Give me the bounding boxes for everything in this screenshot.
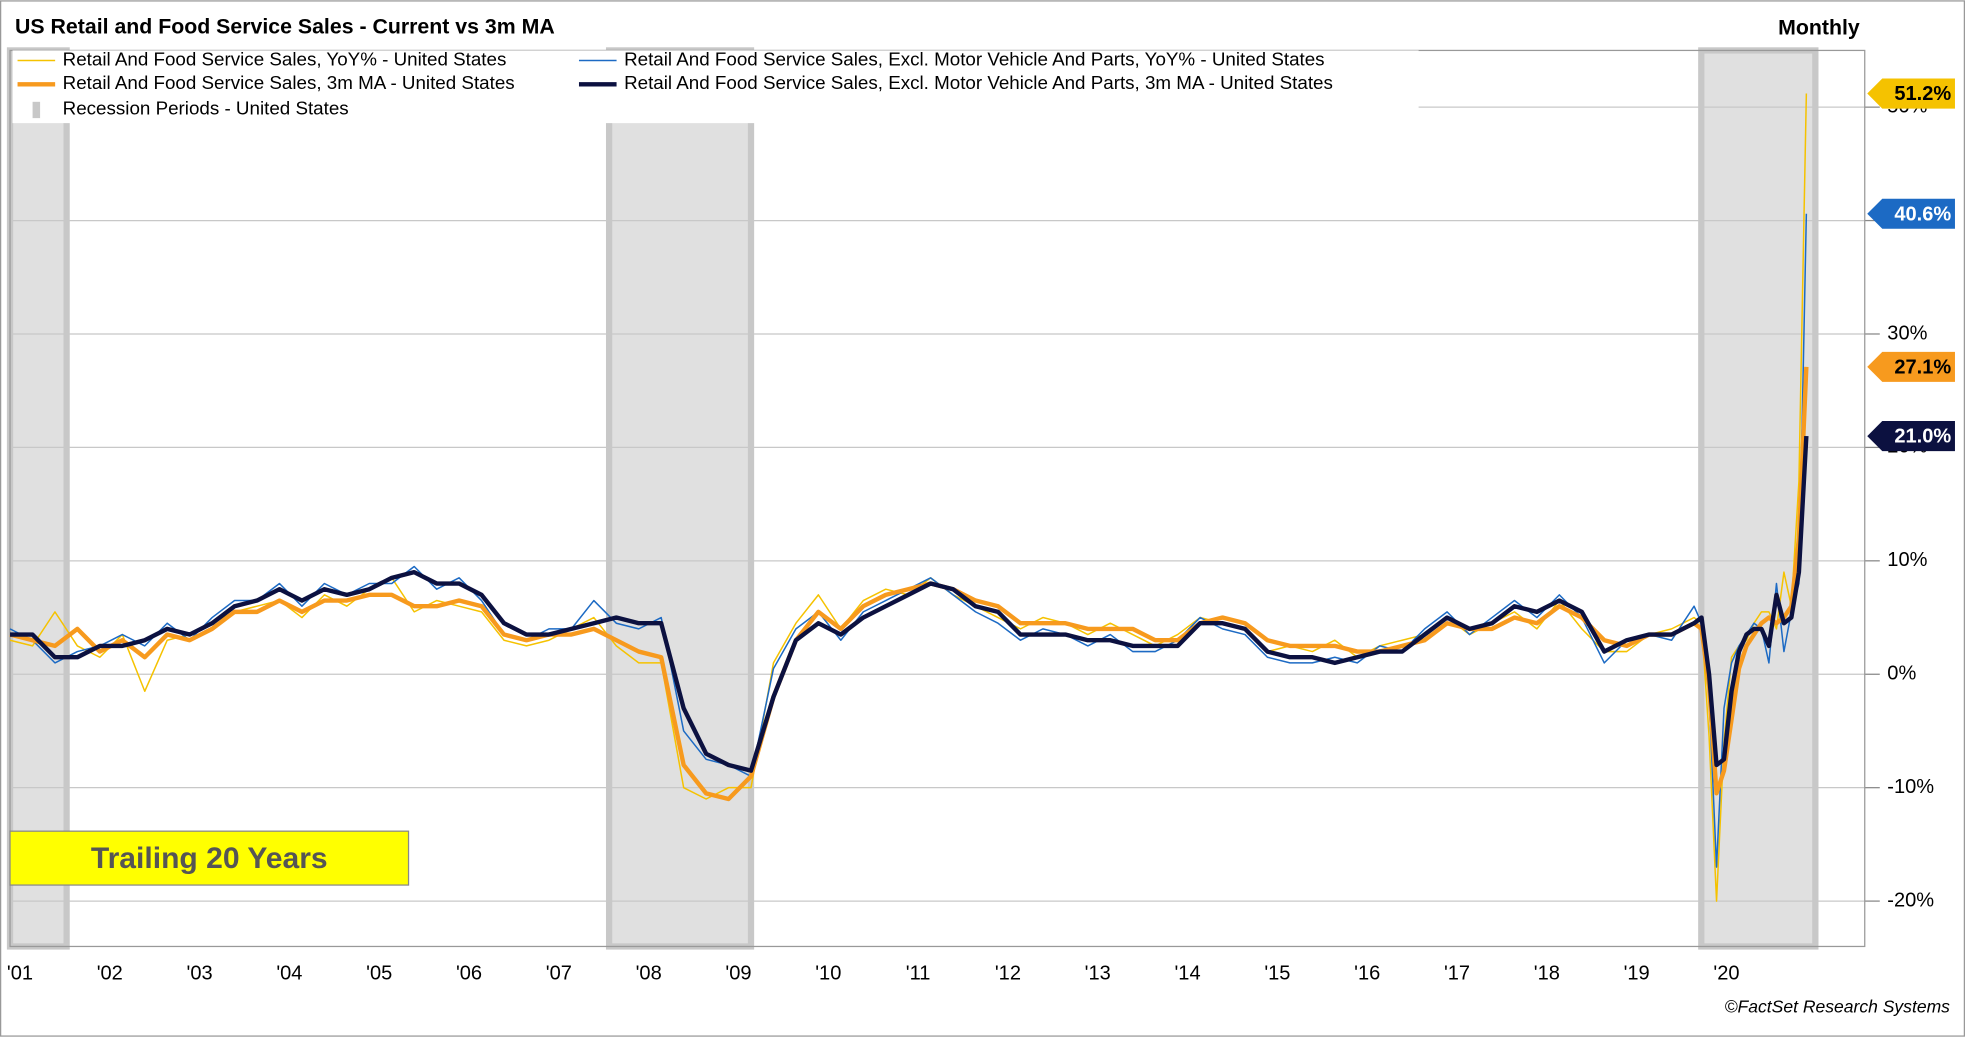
source: ©FactSet Research Systems — [1725, 997, 1951, 1017]
x-tick-label: '02 — [97, 962, 123, 984]
end-flag — [1867, 198, 1955, 229]
end-label: 27.1% — [1894, 356, 1951, 378]
series-line — [9, 93, 1808, 902]
plot-overlay: 51.2% 40.6% 27.1% 21.0% Retail And Food Serv… — [12, 48, 1955, 452]
end-label: 40.6% — [1894, 203, 1951, 225]
x-tick-label: '17 — [1444, 962, 1470, 984]
chart-title: US Retail and Food Service Sales - Curre… — [15, 15, 555, 39]
x-tick-label: '15 — [1264, 962, 1290, 984]
plot-lines — [9, 93, 1809, 902]
x-tick-label: '10 — [815, 962, 841, 984]
end-flag — [1867, 421, 1955, 452]
y-tick-label: 30% — [1887, 322, 1927, 344]
x-tick-label: '01 — [7, 962, 33, 984]
x-tick-label: '14 — [1174, 962, 1200, 984]
y-tick-label: 0% — [1887, 663, 1916, 685]
x-tick-label: '16 — [1354, 962, 1380, 984]
x-tick-label: '07 — [546, 962, 572, 984]
x-tick-label: '12 — [995, 962, 1021, 984]
end-flag — [1867, 78, 1955, 109]
y-tick-label: -10% — [1887, 776, 1934, 798]
x-tick-label: '18 — [1534, 962, 1560, 984]
x-tick-label: '11 — [906, 962, 931, 984]
end-label: 21.0% — [1894, 426, 1951, 448]
annotation: Trailing 20 Years — [91, 842, 328, 875]
legend-swatch — [32, 101, 41, 119]
x-tick-label: '09 — [725, 962, 751, 984]
y-tick-label: 10% — [1887, 549, 1927, 571]
x-tick-label: '19 — [1624, 962, 1650, 984]
x-tick-label: '04 — [276, 962, 302, 984]
x-tick-label: '03 — [187, 962, 213, 984]
legend-box — [12, 50, 1419, 124]
y-tick-label: -20% — [1887, 889, 1934, 911]
legend-label: Retail And Food Service Sales, YoY% - Un… — [63, 48, 507, 69]
recession-band — [6, 47, 70, 950]
legend-label: Retail And Food Service Sales, 3m MA - U… — [63, 72, 515, 93]
x-tick-label: '05 — [366, 962, 392, 984]
end-flag — [1867, 351, 1955, 382]
recession-band — [605, 47, 755, 950]
chart-subtitle: Monthly — [1778, 16, 1860, 40]
x-tick-label: '08 — [636, 962, 662, 984]
end-label: 51.2% — [1894, 83, 1951, 105]
series-line — [10, 435, 1809, 773]
legend-label: Recession Periods - United States — [63, 97, 349, 118]
x-tick-label: '20 — [1713, 962, 1739, 984]
legend-label: Retail And Food Service Sales, Excl. Mot… — [624, 48, 1325, 69]
x-tick-label: '06 — [456, 962, 482, 984]
legend-label: Retail And Food Service Sales, Excl. Mot… — [624, 72, 1333, 93]
x-tick-label: '13 — [1085, 962, 1111, 984]
annotation-box — [9, 830, 410, 886]
